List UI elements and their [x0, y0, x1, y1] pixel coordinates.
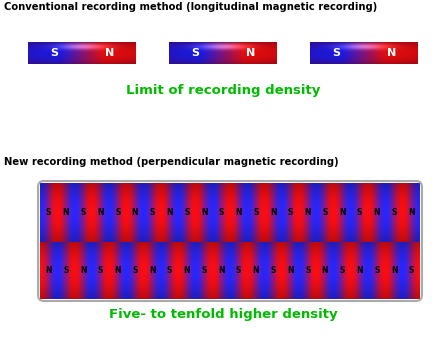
Text: N: N — [115, 266, 121, 275]
Text: S: S — [191, 48, 199, 58]
Text: N: N — [105, 48, 115, 58]
Text: S: S — [50, 48, 58, 58]
Text: N: N — [408, 208, 415, 217]
Text: N: N — [97, 208, 104, 217]
Text: S: S — [132, 266, 138, 275]
Text: N: N — [166, 208, 173, 217]
Text: S: S — [392, 208, 397, 217]
Text: N: N — [305, 208, 311, 217]
Text: N: N — [391, 266, 397, 275]
Text: Limit of recording density: Limit of recording density — [126, 84, 320, 97]
Text: N: N — [218, 266, 225, 275]
Text: N: N — [388, 48, 396, 58]
Text: S: S — [63, 266, 69, 275]
Text: Conventional recording method (longitudinal magnetic recording): Conventional recording method (longitudi… — [4, 2, 377, 12]
Text: S: S — [80, 208, 86, 217]
Text: N: N — [62, 208, 69, 217]
Text: N: N — [80, 266, 87, 275]
Text: N: N — [356, 266, 363, 275]
Text: N: N — [235, 208, 242, 217]
Text: S: S — [322, 208, 328, 217]
Text: N: N — [322, 266, 328, 275]
Text: S: S — [236, 266, 241, 275]
Text: S: S — [167, 266, 172, 275]
Text: S: S — [46, 208, 51, 217]
Text: N: N — [374, 208, 380, 217]
Text: Five- to tenfold higher density: Five- to tenfold higher density — [109, 308, 337, 321]
Text: S: S — [253, 208, 259, 217]
Text: S: S — [270, 266, 276, 275]
Text: S: S — [149, 208, 155, 217]
Text: S: S — [339, 266, 345, 275]
Text: S: S — [357, 208, 362, 217]
Text: N: N — [339, 208, 346, 217]
Text: N: N — [132, 208, 138, 217]
Text: S: S — [184, 208, 190, 217]
Text: S: S — [98, 266, 103, 275]
Text: S: S — [288, 208, 293, 217]
Text: N: N — [287, 266, 294, 275]
Text: N: N — [247, 48, 256, 58]
Text: N: N — [149, 266, 156, 275]
Text: New recording method (perpendicular magnetic recording): New recording method (perpendicular magn… — [4, 157, 339, 167]
Text: N: N — [270, 208, 277, 217]
Text: S: S — [202, 266, 207, 275]
Text: N: N — [201, 208, 207, 217]
Text: S: S — [219, 208, 224, 217]
Text: N: N — [184, 266, 190, 275]
Text: S: S — [332, 48, 340, 58]
Text: N: N — [45, 266, 52, 275]
Text: S: S — [115, 208, 120, 217]
Text: S: S — [374, 266, 380, 275]
Text: N: N — [253, 266, 259, 275]
Text: S: S — [409, 266, 414, 275]
Text: S: S — [305, 266, 310, 275]
